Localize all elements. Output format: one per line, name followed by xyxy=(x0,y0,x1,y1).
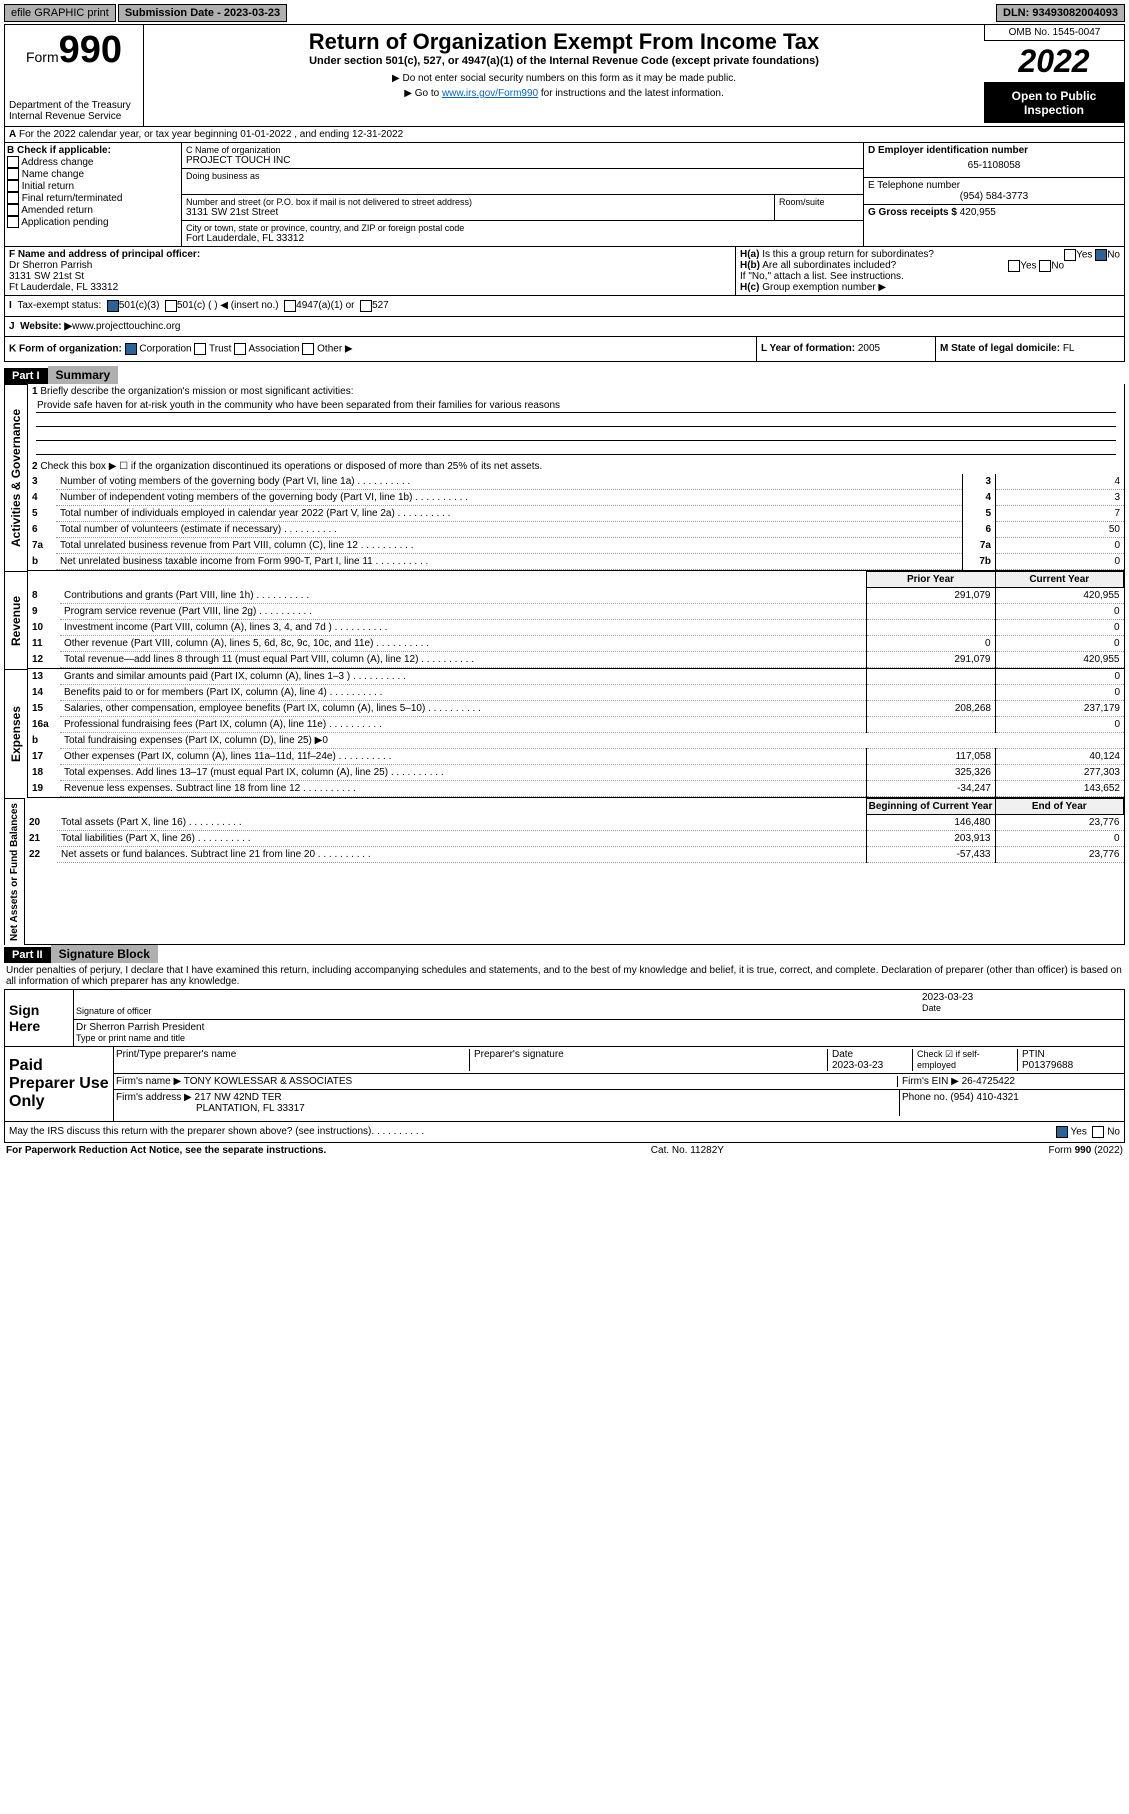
city-state-zip: Fort Lauderdale, FL 33312 xyxy=(186,233,859,244)
tax-year: 2022 xyxy=(984,41,1124,83)
firm-name: TONY KOWLESSAR & ASSOCIATES xyxy=(184,1076,352,1087)
form-number: 990 xyxy=(59,29,122,71)
domicile-state: FL xyxy=(1063,343,1075,354)
submission-date: Submission Date - 2023-03-23 xyxy=(118,4,287,22)
instructions-link[interactable]: www.irs.gov/Form990 xyxy=(442,88,538,99)
block-d: D Employer identification number65-11080… xyxy=(863,143,1124,246)
subtitle-2: ▶ Do not enter social security numbers o… xyxy=(148,73,980,84)
sign-date: 2023-03-23 xyxy=(922,992,973,1003)
omb-number: OMB No. 1545-0047 xyxy=(984,25,1124,41)
dept-label: Department of the Treasury xyxy=(9,100,139,111)
perjury-declaration: Under penalties of perjury, I declare th… xyxy=(4,963,1125,989)
form-org-row: K Form of organization: Corporation Trus… xyxy=(4,337,1125,362)
phone: (954) 584-3773 xyxy=(868,191,1120,202)
discuss-yes-checkbox[interactable] xyxy=(1056,1126,1068,1138)
paid-preparer-block: Paid Preparer Use Only Print/Type prepar… xyxy=(4,1047,1125,1122)
part2-title: Signature Block xyxy=(51,945,158,963)
officer-name: Dr Sherron Parrish xyxy=(9,260,92,271)
vlabel-revenue: Revenue xyxy=(4,571,28,669)
officer-signature-name: Dr Sherron Parrish President xyxy=(76,1022,204,1033)
subtitle-1: Under section 501(c), 527, or 4947(a)(1)… xyxy=(148,55,980,67)
501c3-checkbox[interactable] xyxy=(107,300,119,312)
year-formed: 2005 xyxy=(858,343,880,354)
paperwork-notice: For Paperwork Reduction Act Notice, see … xyxy=(6,1145,326,1156)
part1-header: Part I xyxy=(4,368,48,384)
form-header: Form990 Department of the Treasury Inter… xyxy=(4,24,1125,127)
discuss-row: May the IRS discuss this return with the… xyxy=(4,1122,1125,1143)
block-c: C Name of organizationPROJECT TOUCH INC … xyxy=(181,143,863,246)
form-label: Form xyxy=(26,49,59,65)
vlabel-governance: Activities & Governance xyxy=(4,384,28,571)
top-bar: efile GRAPHIC print Submission Date - 20… xyxy=(4,4,1125,22)
part1-title: Summary xyxy=(48,366,119,384)
firm-ein: 26-4725422 xyxy=(962,1076,1015,1087)
inspection-label: Open to Public Inspection xyxy=(984,83,1124,123)
website-row: J Website: ▶ www.projecttouchinc.org xyxy=(4,317,1125,337)
vlabel-netassets: Net Assets or Fund Balances xyxy=(4,798,25,945)
efile-tag[interactable]: efile GRAPHIC print xyxy=(4,4,116,22)
tax-status-row: I Tax-exempt status: 501(c)(3) 501(c) ( … xyxy=(4,296,1125,317)
street-address: 3131 SW 21st Street xyxy=(186,207,770,218)
block-b: B Check if applicable: Address change Na… xyxy=(5,143,181,246)
form-title: Return of Organization Exempt From Incom… xyxy=(148,29,980,55)
part2-header: Part II xyxy=(4,947,51,963)
section-a: A For the 2022 calendar year, or tax yea… xyxy=(4,127,1125,143)
entity-block: B Check if applicable: Address change Na… xyxy=(4,143,1125,247)
dln: DLN: 93493082004093 xyxy=(996,4,1125,22)
org-name: PROJECT TOUCH INC xyxy=(186,155,859,166)
officer-row: F Name and address of principal officer:… xyxy=(4,247,1125,296)
cat-no: Cat. No. 11282Y xyxy=(651,1145,724,1156)
ptin: P01379688 xyxy=(1022,1060,1073,1071)
form-footer: Form 990 (2022) xyxy=(1049,1145,1123,1156)
website: www.projecttouchinc.org xyxy=(72,321,180,332)
irs-label: Internal Revenue Service xyxy=(9,111,139,122)
vlabel-expenses: Expenses xyxy=(4,669,28,798)
preparer-phone: (954) 410-4321 xyxy=(950,1092,1018,1103)
gross-receipts: 420,955 xyxy=(960,207,996,218)
ein: 65-1108058 xyxy=(868,156,1120,175)
sign-here-block: Sign Here Signature of officer 2023-03-2… xyxy=(4,989,1125,1047)
mission-text: Provide safe haven for at-risk youth in … xyxy=(36,399,1116,413)
